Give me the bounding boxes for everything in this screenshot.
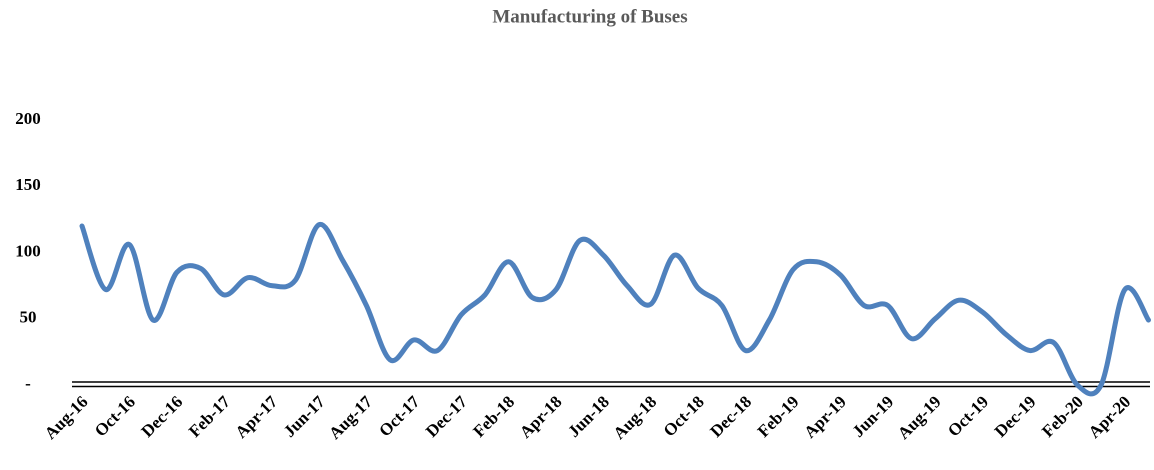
y-tick-label: - xyxy=(25,374,31,393)
x-tick-label: Aug-16 xyxy=(41,392,92,443)
x-tick-label: Aug-19 xyxy=(894,392,945,443)
x-tick-label: Apr-18 xyxy=(516,392,566,442)
y-tick-label: 150 xyxy=(15,175,41,194)
x-tick-label: Oct-16 xyxy=(91,392,139,440)
x-tick-label: Jun-19 xyxy=(849,392,898,441)
x-tick-label: Dec-17 xyxy=(422,392,471,441)
y-tick-label: 200 xyxy=(15,109,41,128)
chart-title: Manufacturing of Buses xyxy=(492,6,687,27)
x-tick-label: Dec-19 xyxy=(991,392,1040,441)
x-tick-label: Apr-17 xyxy=(231,392,281,442)
x-tick-label: Oct-19 xyxy=(944,392,992,440)
x-tick-label: Feb-17 xyxy=(185,392,234,441)
x-tick-label: Jun-17 xyxy=(280,392,329,441)
x-tick-label: Aug-17 xyxy=(325,392,376,443)
x-tick-label: Dec-16 xyxy=(138,392,187,441)
x-tick-label: Apr-20 xyxy=(1085,392,1135,442)
y-tick-label: 100 xyxy=(15,241,41,260)
x-tick-label: Feb-20 xyxy=(1038,392,1087,441)
x-tick-label: Apr-19 xyxy=(800,392,850,442)
x-tick-label: Aug-18 xyxy=(610,392,661,443)
x-tick-label: Oct-18 xyxy=(660,392,708,440)
line xyxy=(79,222,1151,397)
x-tick-label: Dec-18 xyxy=(706,392,755,441)
x-tick-label: Jun-18 xyxy=(564,392,613,441)
x-tick-label: Oct-17 xyxy=(375,392,424,441)
x-tick-label: Feb-18 xyxy=(469,392,518,441)
x-tick-label: Feb-19 xyxy=(754,392,803,441)
y-tick-label: 50 xyxy=(20,308,37,327)
